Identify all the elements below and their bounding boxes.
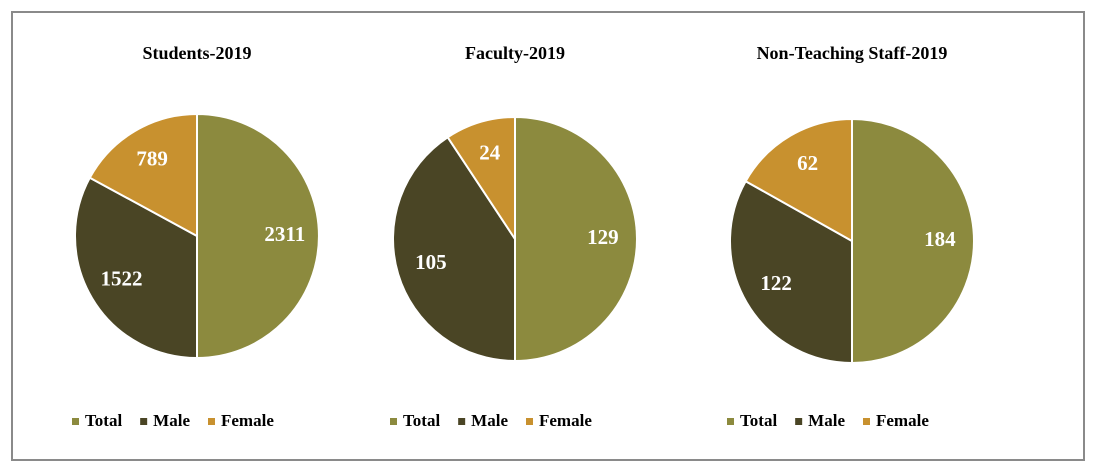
pie-slice (744, 117, 853, 243)
legend-marker (72, 418, 79, 425)
data-label: 105 (415, 250, 447, 274)
legend-label: Total (85, 411, 122, 430)
legend-label: Male (471, 411, 508, 430)
legend-label: Male (808, 411, 845, 430)
data-label: 62 (797, 151, 818, 175)
data-label: 789 (136, 146, 168, 170)
legend-marker (795, 418, 803, 425)
legend-marker (863, 418, 870, 425)
legend-marker (140, 418, 148, 425)
chart-title: Non-Teaching Staff-2019 (757, 43, 948, 63)
legend-marker (526, 418, 533, 425)
legend-label: Female (221, 411, 274, 430)
pie-slice (88, 112, 198, 238)
data-label: 1522 (100, 267, 142, 291)
pie-slice (74, 176, 198, 360)
pie-slice (196, 112, 320, 360)
data-label: 2311 (264, 222, 305, 246)
chart-title: Students-2019 (142, 43, 251, 63)
legend-marker (458, 418, 466, 425)
legend-label: Female (539, 411, 592, 430)
data-label: 24 (479, 141, 501, 165)
legend-label: Male (153, 411, 190, 430)
legend-marker (208, 418, 215, 425)
pie-slice (446, 115, 516, 243)
legend-label: Total (740, 411, 777, 430)
pie-slice (514, 115, 638, 363)
legend-label: Female (876, 411, 929, 430)
pie-slice (729, 179, 853, 365)
legend-marker (727, 418, 734, 425)
pie-slice (851, 117, 975, 365)
legend-marker (390, 418, 397, 425)
legend-label: Total (403, 411, 440, 430)
data-label: 129 (587, 225, 619, 249)
data-label: 184 (924, 227, 956, 251)
chart-title: Faculty-2019 (465, 43, 565, 63)
data-label: 122 (760, 271, 792, 295)
